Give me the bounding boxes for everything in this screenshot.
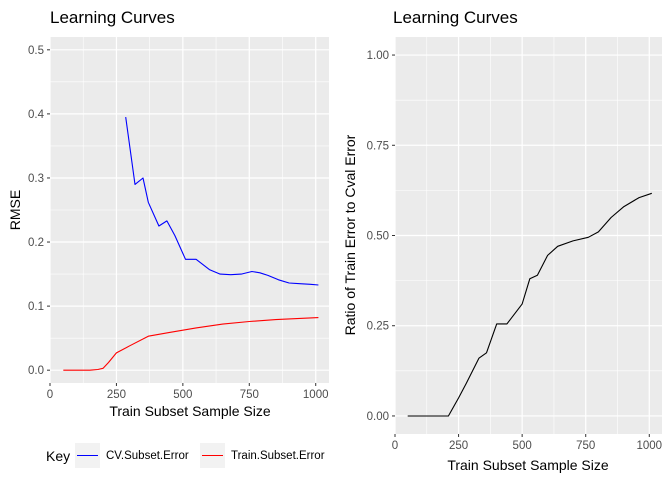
ratio-x-tick-label: 750: [576, 440, 595, 452]
legend-label-cv: CV.Subset.Error: [106, 450, 189, 462]
rmse-x-tick-label: 250: [107, 389, 126, 401]
ratio-x-axis-label: Train Subset Sample Size: [447, 457, 609, 473]
legend: Key CV.Subset.Error Train.Subset.Error: [46, 443, 325, 468]
rmse-series-train-subset-error-line: [63, 317, 319, 371]
rmse-x-tick-label: 750: [240, 389, 259, 401]
ratio-series-ratio-line: [407, 192, 652, 417]
rmse-series-layer: [63, 117, 319, 371]
rmse-x-tick-label: 500: [173, 389, 192, 401]
ratio-x-tick-label: 0: [392, 440, 398, 452]
ratio-x-tick-label: 1000: [636, 440, 662, 452]
ratio-y-tick-label: 0.50: [367, 231, 389, 243]
rmse-tick-layer: 0 250 500 750 1000 0.0 0.1 0.2 0.3 0.4 0.5: [28, 45, 329, 401]
legend-label-train: Train.Subset.Error: [231, 450, 325, 462]
rmse-chart-title: Learning Curves: [50, 8, 175, 27]
rmse-y-tick-label: 0.3: [28, 173, 44, 185]
rmse-gridlines: [49, 37, 329, 383]
rmse-y-tick-label: 0.4: [28, 109, 45, 121]
ratio-y-axis-label: Ratio of Train Error to Cval Error: [342, 134, 358, 335]
rmse-y-tick-label: 0.0: [28, 365, 44, 377]
rmse-x-axis-label: Train Subset Sample Size: [109, 403, 271, 419]
ratio-chart-title: Learning Curves: [393, 8, 518, 27]
ratio-series-layer: [407, 192, 652, 417]
legend-title: Key: [46, 448, 70, 464]
rmse-y-tick-label: 0.2: [28, 237, 44, 249]
ratio-gridlines: [394, 37, 662, 434]
ratio-y-tick-label: 1.00: [367, 50, 389, 62]
ratio-tick-layer: 0 250 500 750 1000 0.00 0.25 0.50 0.75 1.00: [367, 50, 662, 452]
rmse-series-cv-subset-error-line: [125, 117, 319, 286]
ratio-x-tick-label: 250: [449, 440, 468, 452]
rmse-chart: Learning Curves 0 250 500 750 10000.00.10.20…: [7, 8, 329, 419]
ratio-x-tick-label: 500: [513, 440, 532, 452]
ratio-chart: Learning Curves 0 250 500 750 1000 0.00 0.25 0.…: [342, 8, 662, 473]
rmse-x-tick-label: 1000: [303, 389, 329, 401]
rmse-y-tick-label: 0.1: [28, 301, 44, 313]
rmse-x-tick-label: 0: [47, 389, 53, 401]
ratio-y-tick-label: 0.00: [367, 411, 389, 423]
ratio-y-tick-label: 0.25: [367, 321, 389, 333]
ratio-y-tick-label: 0.75: [367, 140, 389, 152]
rmse-y-axis-label: RMSE: [7, 190, 23, 230]
rmse-y-tick-label: 0.5: [28, 45, 44, 57]
